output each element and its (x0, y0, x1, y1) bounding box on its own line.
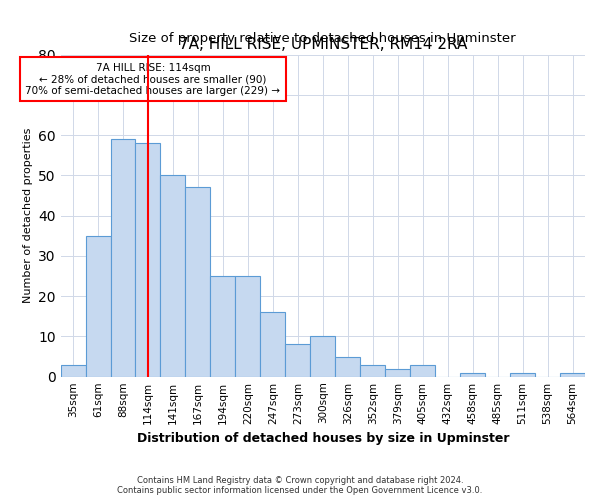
Bar (286, 344, 310, 376)
Bar (185, 188, 211, 376)
Bar (510, 372, 535, 376)
Bar (310, 336, 335, 376)
Bar (560, 372, 585, 376)
X-axis label: Distribution of detached houses by size in Upminster: Distribution of detached houses by size … (137, 432, 509, 445)
Bar (61, 364, 86, 376)
Bar (86, 236, 110, 376)
Bar (110, 139, 136, 376)
Bar (410, 364, 435, 376)
Bar (136, 143, 160, 376)
Bar (385, 368, 410, 376)
Bar (460, 372, 485, 376)
Text: Contains HM Land Registry data © Crown copyright and database right 2024.
Contai: Contains HM Land Registry data © Crown c… (118, 476, 482, 495)
Bar (335, 356, 360, 376)
Text: 7A HILL RISE: 114sqm
← 28% of detached houses are smaller (90)
70% of semi-detac: 7A HILL RISE: 114sqm ← 28% of detached h… (25, 62, 280, 96)
Bar (260, 312, 286, 376)
Title: 7A, HILL RISE, UPMINSTER, RM14 2RA: 7A, HILL RISE, UPMINSTER, RM14 2RA (179, 37, 467, 52)
Bar (160, 176, 185, 376)
Bar (360, 364, 385, 376)
Y-axis label: Number of detached properties: Number of detached properties (23, 128, 32, 304)
Bar (235, 276, 260, 376)
Text: Size of property relative to detached houses in Upminster: Size of property relative to detached ho… (130, 32, 516, 45)
Bar (211, 276, 235, 376)
